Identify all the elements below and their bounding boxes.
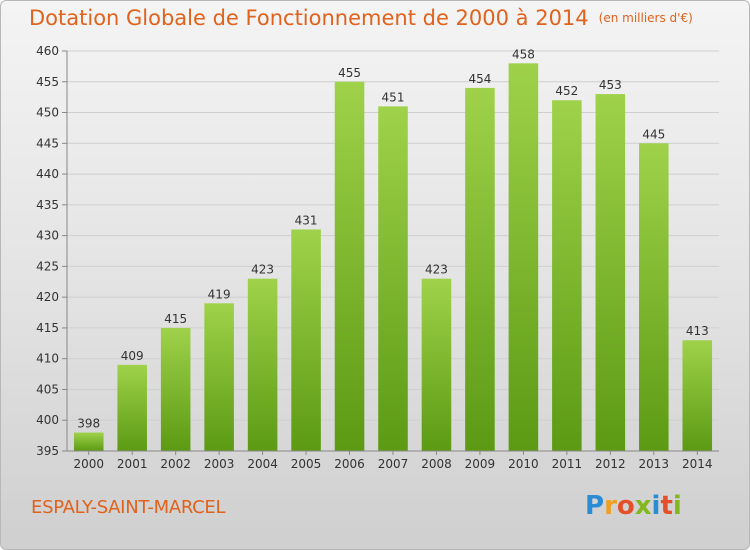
bar-value-label: 451 [382, 90, 405, 104]
y-tick-label: 415 [36, 321, 59, 335]
bar-value-label: 431 [295, 213, 318, 227]
y-tick-label: 455 [36, 75, 59, 89]
y-tick-label: 445 [36, 136, 59, 150]
place-name: ESPALY-SAINT-MARCEL [31, 497, 226, 518]
x-tick-label: 2010 [508, 457, 539, 471]
logo-letter: r [604, 491, 617, 521]
bar [291, 229, 321, 451]
bar-value-label: 413 [686, 324, 709, 338]
bar-value-label: 398 [77, 417, 100, 431]
x-tick-label: 2001 [117, 457, 148, 471]
y-tick-label: 450 [36, 106, 59, 120]
bar [378, 106, 408, 451]
bar-value-label: 409 [121, 349, 144, 363]
y-tick-label: 420 [36, 290, 59, 304]
y-tick-label: 430 [36, 229, 59, 243]
x-tick-label: 2004 [247, 457, 278, 471]
bar-value-label: 453 [599, 78, 622, 92]
bar [595, 94, 626, 452]
bar-value-label: 455 [338, 66, 361, 80]
y-axis: 395 400 405 410 415 420 425 430 435 440 445 450 455 4… [36, 44, 68, 458]
bar [117, 364, 147, 451]
x-tick-label: 2005 [291, 457, 322, 471]
proxiti-logo: Proxiti [585, 491, 682, 521]
logo-letter: i [672, 491, 682, 521]
bars: 398 409 415 419 423 431 455 451 423 454 458 452 453 4… [73, 47, 713, 452]
x-tick-label: 2012 [595, 457, 626, 471]
bar [639, 143, 669, 452]
logo-letter: x [634, 491, 652, 521]
logo-letter: i [651, 491, 661, 521]
bar [508, 63, 539, 452]
bar-value-label: 423 [425, 263, 448, 277]
bar [421, 278, 452, 451]
x-axis: 2000 2001 2002 2003 2004 2005 2006 2007 2008 2009… [67, 450, 719, 471]
bar [334, 81, 365, 452]
bar-value-label: 445 [642, 127, 665, 141]
logo-letter: t [660, 491, 673, 521]
x-tick-label: 2011 [552, 457, 583, 471]
y-tick-label: 400 [36, 413, 59, 427]
y-tick-label: 425 [36, 259, 59, 273]
bar [73, 432, 104, 451]
y-tick-label: 440 [36, 167, 59, 181]
x-tick-label: 2014 [682, 457, 713, 471]
x-tick-label: 2002 [160, 457, 191, 471]
bar-value-label: 452 [555, 84, 578, 98]
bar-value-label: 458 [512, 47, 535, 61]
bar-value-label: 454 [468, 72, 491, 86]
x-tick-label: 2008 [421, 457, 452, 471]
y-tick-label: 395 [36, 444, 59, 458]
x-tick-label: 2013 [639, 457, 670, 471]
bar [552, 100, 582, 451]
x-tick-label: 2009 [465, 457, 496, 471]
chart-title: Dotation Globale de Fonctionnement de 20… [29, 6, 693, 30]
bar [465, 87, 495, 451]
unit-note: (en milliers d'€) [598, 11, 693, 25]
bar [247, 278, 278, 451]
logo-letter: P [585, 491, 605, 521]
bar-value-label: 423 [251, 263, 274, 277]
bar [204, 303, 234, 451]
bar [682, 340, 713, 451]
x-tick-label: 2000 [73, 457, 104, 471]
logo-letter: o [616, 491, 635, 521]
x-tick-label: 2006 [334, 457, 365, 471]
y-tick-label: 435 [36, 198, 59, 212]
bar-value-label: 419 [208, 287, 231, 301]
y-tick-label: 405 [36, 382, 59, 396]
x-tick-label: 2003 [204, 457, 235, 471]
bar-value-label: 415 [164, 312, 187, 326]
x-tick-label: 2007 [378, 457, 409, 471]
y-tick-label: 460 [36, 44, 59, 58]
y-tick-label: 410 [36, 352, 59, 366]
bar [160, 327, 191, 451]
